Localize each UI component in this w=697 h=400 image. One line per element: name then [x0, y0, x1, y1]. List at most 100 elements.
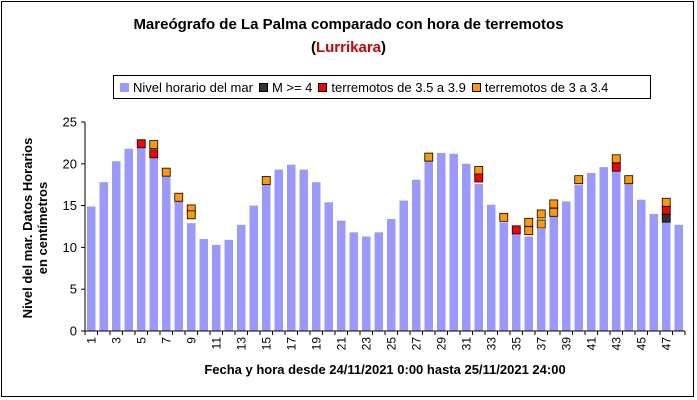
x-tick-label: 19 [309, 337, 323, 351]
x-tick-label: 23 [359, 337, 373, 351]
bar [612, 171, 621, 331]
legend-swatch-3-34 [471, 82, 481, 92]
legend-label-3-34: terremotos de 3 a 3.4 [484, 79, 609, 95]
x-tick-label: 29 [434, 337, 448, 351]
bar [399, 200, 408, 331]
x-tick-label: 9 [184, 337, 198, 344]
y-axis-label: Nivel del mar. Datos Horarios en centímet… [20, 98, 50, 358]
subtitle-open: ( [310, 39, 316, 56]
y-tick-label: 20 [63, 156, 77, 171]
x-tick-label: 5 [134, 337, 148, 344]
marker-3-34 [661, 197, 671, 207]
x-tick-label: 13 [234, 337, 248, 351]
bar [287, 164, 296, 331]
marker-3-34 [549, 199, 559, 209]
x-tick-label: 33 [484, 337, 498, 351]
x-tick-label: 45 [634, 337, 648, 351]
legend-swatch-35-39 [318, 82, 328, 92]
marker-m4 [661, 213, 671, 223]
x-tick-label: 37 [534, 337, 548, 351]
y-tick-label: 10 [63, 240, 77, 255]
bar [649, 213, 658, 331]
marker-3-34 [261, 176, 271, 185]
bar [412, 179, 421, 331]
x-tick-label: 39 [559, 337, 573, 351]
y-tick-label: 15 [63, 198, 77, 213]
bar [574, 184, 583, 331]
bar [449, 153, 458, 331]
marker-3-34 [549, 207, 559, 217]
bar [624, 183, 633, 331]
marker-3-34 [149, 140, 159, 149]
x-tick-label: 21 [334, 337, 348, 351]
marker-3-34 [524, 217, 534, 227]
y-tick-label: 0 [70, 324, 77, 339]
marker-3-34 [161, 167, 171, 177]
bar [424, 161, 433, 331]
bar [674, 224, 683, 331]
marker-3-34 [186, 210, 196, 220]
bar [187, 223, 196, 331]
x-tick-label: 15 [259, 337, 273, 351]
marker-3-34 [536, 209, 546, 219]
bar [149, 157, 158, 331]
x-tick-label: 7 [159, 337, 173, 344]
legend-item-3-34: terremotos de 3 a 3.4 [471, 79, 609, 95]
bar [249, 205, 258, 331]
y-axis-label-line2: en centímetros [35, 181, 50, 275]
bar [599, 167, 608, 331]
bar [87, 206, 96, 331]
chart-subtitle: (Lurrikara) [0, 39, 697, 56]
y-axis-label-line1: Nivel del mar. Datos Horarios [20, 137, 35, 319]
marker-35-39 [611, 162, 621, 172]
bar [549, 215, 558, 331]
bar [124, 148, 133, 331]
legend-swatch-m4 [258, 82, 268, 92]
bar [174, 200, 183, 331]
y-tick-label: 25 [63, 115, 77, 130]
marker-3-34 [499, 212, 509, 222]
bar [437, 152, 446, 331]
bar [537, 229, 546, 331]
bar [387, 218, 396, 331]
x-tick-label: 35 [509, 337, 523, 351]
bar [374, 232, 383, 331]
x-tick-label: 17 [284, 337, 298, 351]
bar [637, 199, 646, 331]
bar [562, 201, 571, 331]
x-tick-label: 31 [459, 337, 473, 351]
legend-label-m4: M >= 4 [271, 79, 313, 95]
marker-35-39 [136, 139, 146, 149]
x-tick-label: 11 [209, 337, 223, 350]
bar [662, 218, 671, 331]
bar [199, 239, 208, 331]
marker-35-39 [661, 206, 671, 216]
x-tick-label: 27 [409, 337, 423, 351]
legend-swatch-sea-level [120, 82, 129, 92]
marker-3-34 [174, 192, 184, 202]
marker-35-39 [474, 173, 484, 183]
x-axis-label: Fecha y hora desde 24/11/2021 0:00 hasta… [204, 362, 566, 377]
marker-35-39 [511, 225, 521, 235]
bar [262, 183, 271, 331]
bar [137, 147, 146, 331]
marker-3-34 [536, 219, 546, 229]
marker-3-34 [574, 175, 584, 185]
x-tick-label: 1 [84, 337, 98, 344]
bar [362, 236, 371, 331]
x-tick-label: 47 [659, 337, 673, 351]
legend-item-sea-level: Nivel horario del mar [120, 80, 253, 95]
legend-label-35-39: terremotos de 3.5 a 3.9 [331, 79, 466, 95]
bar [112, 161, 121, 331]
bar [474, 183, 483, 331]
marker-3-34 [474, 166, 484, 175]
bar [224, 239, 233, 331]
legend-item-35-39: terremotos de 3.5 a 3.9 [318, 79, 466, 95]
chart-title: Mareógrafo de La Palma comparado con hor… [133, 16, 564, 33]
bar [337, 220, 346, 331]
marker-3-34 [424, 152, 434, 162]
bar [462, 163, 471, 331]
x-tick-label: 25 [384, 337, 398, 351]
subtitle-highlight: Lurrikara [315, 39, 382, 56]
